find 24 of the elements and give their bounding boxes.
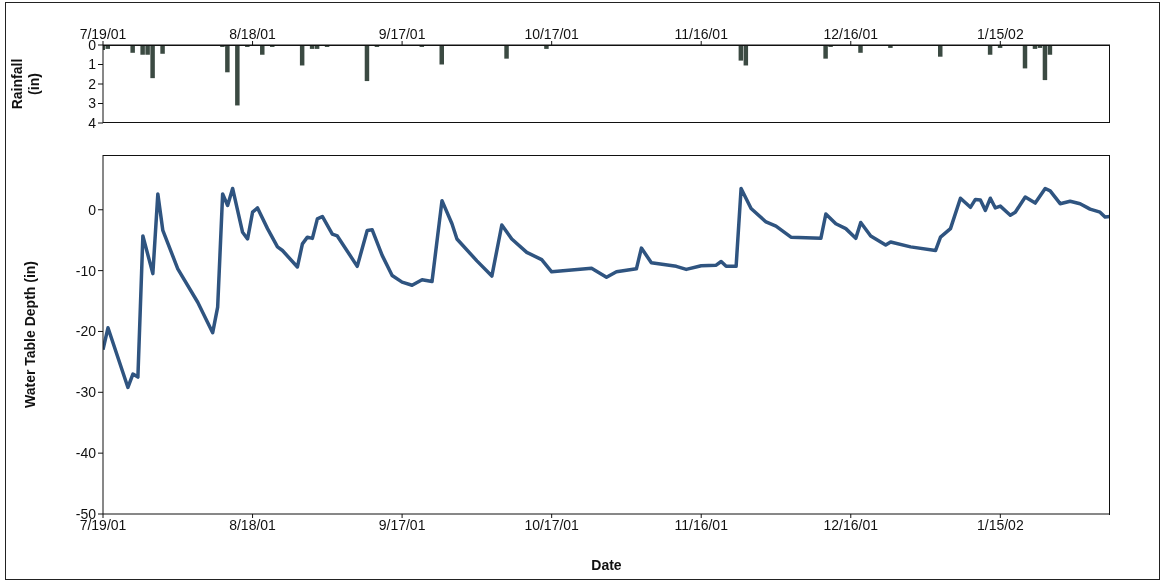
x-tick-label: 10/17/01 (524, 516, 580, 533)
x-tick-label: 1/15/02 (976, 516, 1024, 533)
x-tick-label: 10/17/01 (524, 26, 580, 42)
y-tick-label: -30 (75, 384, 97, 401)
y-tick-label: 1 (88, 56, 97, 73)
x-tick-label: 8/18/01 (229, 516, 277, 533)
y-tick-label: -40 (75, 445, 97, 462)
y-axis-title: Rainfall (in) (9, 58, 42, 110)
x-tick-label: 9/17/01 (378, 26, 426, 42)
x-tick-label: 11/16/01 (674, 516, 729, 533)
x-axis-title: Date (591, 557, 622, 573)
y-tick-label: 4 (88, 114, 97, 131)
x-tick-label: 11/16/01 (674, 26, 729, 42)
x-tick-label: 12/16/01 (823, 516, 879, 533)
x-tick-label: 1/15/02 (976, 26, 1024, 42)
y-tick-label: 2 (88, 75, 97, 92)
x-tick-label: 12/16/01 (823, 26, 879, 42)
y-tick-label: -20 (75, 323, 97, 340)
y-axis-title: Water Table Depth (in) (22, 261, 38, 408)
y-tick-label: 3 (88, 95, 97, 112)
y-tick-label: 0 (88, 201, 97, 218)
y-tick-label: -10 (75, 262, 97, 279)
x-tick-label: 8/18/01 (229, 26, 277, 42)
x-tick-label: 9/17/01 (378, 516, 426, 533)
